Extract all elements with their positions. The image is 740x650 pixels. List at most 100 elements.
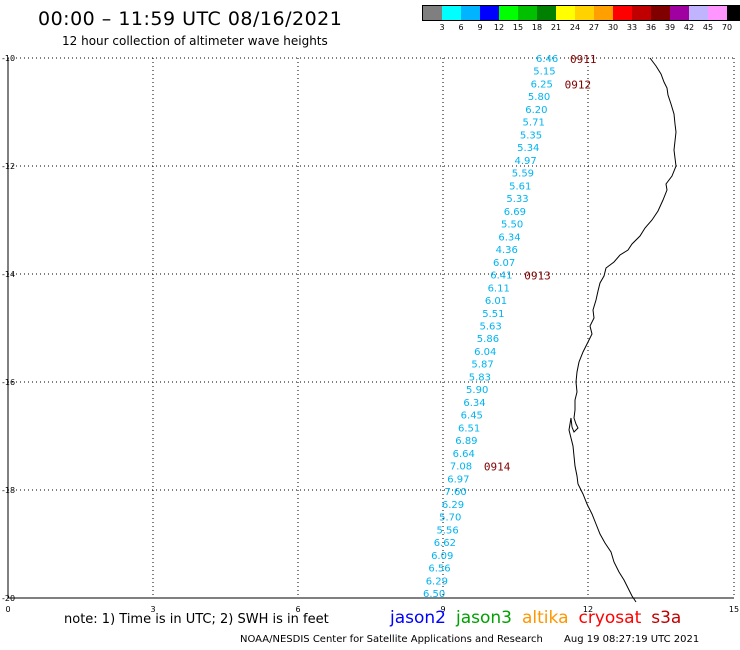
legend-label: 9 <box>477 23 483 32</box>
satellite-name: jason3 <box>456 608 512 628</box>
legend-swatch <box>442 6 461 20</box>
y-tick-label: -10 <box>2 54 15 63</box>
wave-height-value: 6.45 <box>461 411 483 422</box>
wave-height-value: 6.29 <box>426 576 448 587</box>
pass-time-label: 0911 <box>570 53 597 66</box>
x-tick-label: 3 <box>150 605 155 614</box>
wave-height-value: 6.64 <box>453 449 475 460</box>
satellite-name: altika <box>522 608 569 628</box>
wave-height-value: 5.70 <box>439 513 461 524</box>
wave-height-value: 5.51 <box>482 309 504 320</box>
legend-swatch <box>670 6 689 20</box>
pass-time-label: 0914 <box>484 461 511 474</box>
y-tick-label: -14 <box>2 270 15 279</box>
legend-swatch <box>461 6 480 20</box>
satellite-name: s3a <box>651 608 682 628</box>
satellite-name: jason2 <box>390 608 446 628</box>
wave-height-value: 5.71 <box>523 118 545 129</box>
wave-height-value: 6.97 <box>447 474 469 485</box>
legend-label: 27 <box>588 23 600 32</box>
legend-swatch <box>613 6 632 20</box>
wave-height-value: 4.97 <box>514 156 536 167</box>
legend-swatch <box>594 6 613 20</box>
wave-height-value: 6.11 <box>488 283 510 294</box>
axis-ticks: -10 -12 -14 -16 -18 -20 0 3 6 9 12 15 <box>2 54 739 614</box>
x-tick-label: 12 <box>583 605 593 614</box>
y-tick-label: -20 <box>2 594 15 603</box>
wave-height-value: 6.51 <box>458 423 480 434</box>
wave-height-value: 5.59 <box>512 169 534 180</box>
wave-height-value: 6.20 <box>525 105 547 116</box>
pass-time-labels: 0911 0912 0913 0914 <box>484 53 597 474</box>
legend-swatch <box>556 6 575 20</box>
wave-height-value: 6.46 <box>536 54 558 65</box>
legend-label: 33 <box>626 23 638 32</box>
wave-height-value: 6.04 <box>474 347 496 358</box>
y-tick-label: -12 <box>2 162 15 171</box>
x-tick-label: 9 <box>440 605 445 614</box>
wave-height-value: 5.80 <box>528 92 550 103</box>
wave-height-value: 6.41 <box>490 271 512 282</box>
wave-height-value: 5.56 <box>436 525 458 536</box>
wave-height-value: 4.36 <box>496 245 518 256</box>
chart-title: 00:00 – 11:59 UTC 08/16/2021 <box>38 8 343 30</box>
wave-height-value: 5.34 <box>517 143 539 154</box>
wave-height-value: 5.83 <box>469 372 491 383</box>
legend-swatch <box>423 6 442 20</box>
legend-label: 6 <box>458 23 464 32</box>
legend-label: 3 <box>439 23 445 32</box>
note-text: note: 1) Time is in UTC; 2) SWH is in fe… <box>64 612 329 627</box>
wave-height-value: 6.25 <box>531 79 553 90</box>
legend-swatch <box>518 6 537 20</box>
legend-label: 15 <box>512 23 524 32</box>
wave-height-value: 5.61 <box>509 181 531 192</box>
y-tick-label: -16 <box>2 378 15 387</box>
wave-height-value: 6.34 <box>463 398 485 409</box>
legend-swatch <box>651 6 670 20</box>
wave-height-value: 5.86 <box>477 334 499 345</box>
wave-height-value: 6.29 <box>442 500 464 511</box>
legend-swatch <box>499 6 518 20</box>
legend-label: 21 <box>550 23 562 32</box>
wave-height-value: 5.15 <box>533 67 555 78</box>
wave-height-value: 7.60 <box>445 487 467 498</box>
x-tick-label: 15 <box>729 605 739 614</box>
legend-swatches <box>422 5 740 21</box>
wave-height-value: 5.50 <box>501 220 523 231</box>
legend-label: 24 <box>569 23 581 32</box>
wave-height-value: 6.34 <box>498 232 520 243</box>
wave-height-value: 6.07 <box>493 258 515 269</box>
legend-label: 12 <box>493 23 505 32</box>
legend-label: 45 <box>702 23 714 32</box>
legend-swatch <box>727 6 740 20</box>
wave-height-value: 5.63 <box>480 322 502 333</box>
wave-height-value: 5.35 <box>520 130 542 141</box>
x-tick-label: 0 <box>5 605 10 614</box>
legend-label: 18 <box>531 23 543 32</box>
pass-time-label: 0913 <box>524 270 551 283</box>
legend-swatch <box>575 6 594 20</box>
satellite-legend: jason2 jason3 altika cryosat s3a <box>390 608 691 628</box>
wave-height-value: 6.01 <box>485 296 507 307</box>
wave-height-value: 6.62 <box>434 538 456 549</box>
satellite-name: cryosat <box>578 608 642 628</box>
wave-height-value: 5.33 <box>506 194 528 205</box>
wave-height-value: 5.87 <box>471 360 493 371</box>
wave-height-value: 6.56 <box>428 564 450 575</box>
legend-swatch <box>537 6 556 20</box>
wave-height-labels: 6.46 5.156.25 5.80 6.20 5.715.35 5.34 4.97 5.59… <box>423 54 558 600</box>
wave-height-value: 5.90 <box>466 385 488 396</box>
footer: NOAA/NESDIS Center for Satellite Applica… <box>240 634 699 645</box>
map-grid <box>7 57 735 599</box>
wave-height-value: 6.50 <box>423 589 445 600</box>
legend-swatch <box>708 6 727 20</box>
pass-time-label: 0912 <box>565 78 592 91</box>
timestamp-text: Aug 19 08:27:19 UTC 2021 <box>564 634 700 645</box>
legend-label: 39 <box>664 23 676 32</box>
legend-label: 36 <box>645 23 657 32</box>
y-tick-label: -18 <box>2 486 15 495</box>
legend-swatch <box>632 6 651 20</box>
x-tick-label: 6 <box>295 605 300 614</box>
